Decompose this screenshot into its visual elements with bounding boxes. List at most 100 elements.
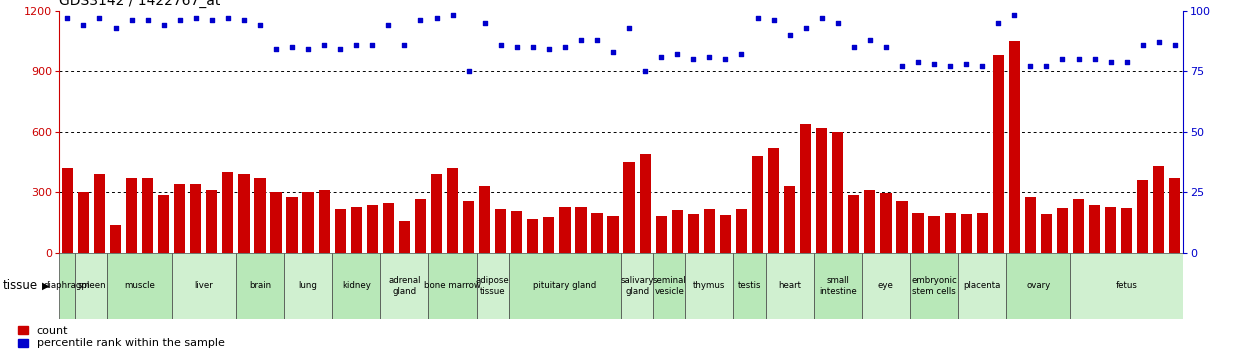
Bar bbox=[560, 207, 571, 253]
Bar bbox=[993, 55, 1004, 253]
Bar bbox=[415, 199, 426, 253]
Bar bbox=[896, 201, 907, 253]
Point bbox=[764, 17, 784, 23]
Point bbox=[426, 15, 446, 21]
FancyBboxPatch shape bbox=[75, 253, 108, 319]
Bar bbox=[655, 216, 667, 253]
Bar bbox=[1009, 41, 1020, 253]
Point bbox=[410, 17, 430, 23]
Bar bbox=[1057, 208, 1068, 253]
Bar bbox=[142, 178, 153, 253]
Point bbox=[73, 22, 93, 28]
Bar bbox=[880, 194, 891, 253]
FancyBboxPatch shape bbox=[381, 253, 429, 319]
FancyBboxPatch shape bbox=[429, 253, 477, 319]
Point bbox=[266, 47, 286, 52]
Text: bone marrow: bone marrow bbox=[424, 281, 481, 290]
Bar bbox=[1025, 196, 1036, 253]
Point bbox=[796, 25, 816, 30]
Point bbox=[153, 22, 173, 28]
Text: ▶: ▶ bbox=[42, 281, 49, 291]
Point bbox=[250, 22, 269, 28]
Point bbox=[1069, 56, 1089, 62]
Point bbox=[925, 61, 944, 67]
Point bbox=[667, 51, 687, 57]
Point bbox=[716, 56, 735, 62]
Point bbox=[330, 47, 350, 52]
FancyBboxPatch shape bbox=[685, 253, 733, 319]
Point bbox=[1117, 59, 1137, 64]
Point bbox=[700, 54, 719, 59]
Bar bbox=[944, 213, 955, 253]
Bar bbox=[832, 132, 843, 253]
FancyBboxPatch shape bbox=[958, 253, 1006, 319]
Point bbox=[523, 44, 543, 50]
Point bbox=[362, 42, 382, 47]
Point bbox=[651, 54, 671, 59]
Bar bbox=[1137, 181, 1148, 253]
Text: spleen: spleen bbox=[77, 281, 106, 290]
Point bbox=[1166, 42, 1185, 47]
Point bbox=[892, 64, 912, 69]
Bar bbox=[110, 225, 121, 253]
Bar bbox=[544, 217, 555, 253]
Bar bbox=[864, 190, 875, 253]
Point bbox=[121, 17, 141, 23]
Bar bbox=[976, 213, 988, 253]
Point bbox=[973, 64, 993, 69]
Bar bbox=[271, 193, 282, 253]
Point bbox=[539, 47, 559, 52]
Point bbox=[619, 25, 639, 30]
Point bbox=[378, 22, 398, 28]
Text: tissue: tissue bbox=[2, 279, 37, 292]
Bar bbox=[607, 216, 619, 253]
Point bbox=[442, 13, 462, 18]
Bar bbox=[768, 148, 779, 253]
Text: ovary: ovary bbox=[1026, 281, 1051, 290]
Text: adrenal
gland: adrenal gland bbox=[388, 276, 420, 296]
Text: seminal
vesicle: seminal vesicle bbox=[653, 276, 686, 296]
Point bbox=[218, 15, 237, 21]
FancyBboxPatch shape bbox=[653, 253, 685, 319]
Point bbox=[346, 42, 366, 47]
Point bbox=[185, 15, 205, 21]
Point bbox=[1053, 56, 1073, 62]
Bar bbox=[687, 214, 698, 253]
FancyBboxPatch shape bbox=[733, 253, 765, 319]
Bar bbox=[206, 190, 218, 253]
Text: brain: brain bbox=[248, 281, 271, 290]
Point bbox=[491, 42, 510, 47]
FancyBboxPatch shape bbox=[861, 253, 910, 319]
Text: placenta: placenta bbox=[964, 281, 1001, 290]
FancyBboxPatch shape bbox=[1070, 253, 1183, 319]
Bar bbox=[399, 221, 410, 253]
Bar bbox=[639, 154, 651, 253]
Bar bbox=[1121, 208, 1132, 253]
Bar bbox=[848, 194, 859, 253]
Text: pituitary gland: pituitary gland bbox=[533, 281, 597, 290]
Bar bbox=[751, 156, 763, 253]
Point bbox=[57, 15, 77, 21]
Bar bbox=[496, 209, 507, 253]
Point bbox=[684, 56, 703, 62]
Point bbox=[571, 37, 591, 42]
Bar bbox=[287, 196, 298, 253]
Bar bbox=[703, 209, 714, 253]
FancyBboxPatch shape bbox=[284, 253, 332, 319]
Bar bbox=[960, 214, 971, 253]
Text: kidney: kidney bbox=[342, 281, 371, 290]
Point bbox=[1085, 56, 1105, 62]
Point bbox=[1005, 13, 1025, 18]
Bar bbox=[367, 205, 378, 253]
FancyBboxPatch shape bbox=[236, 253, 284, 319]
Point bbox=[89, 15, 109, 21]
Bar bbox=[319, 190, 330, 253]
Bar bbox=[1105, 207, 1116, 253]
Bar bbox=[62, 168, 73, 253]
Bar bbox=[431, 174, 442, 253]
Bar bbox=[928, 216, 939, 253]
FancyBboxPatch shape bbox=[477, 253, 509, 319]
Bar bbox=[912, 213, 923, 253]
Point bbox=[555, 44, 575, 50]
Text: adipose
tissue: adipose tissue bbox=[476, 276, 509, 296]
